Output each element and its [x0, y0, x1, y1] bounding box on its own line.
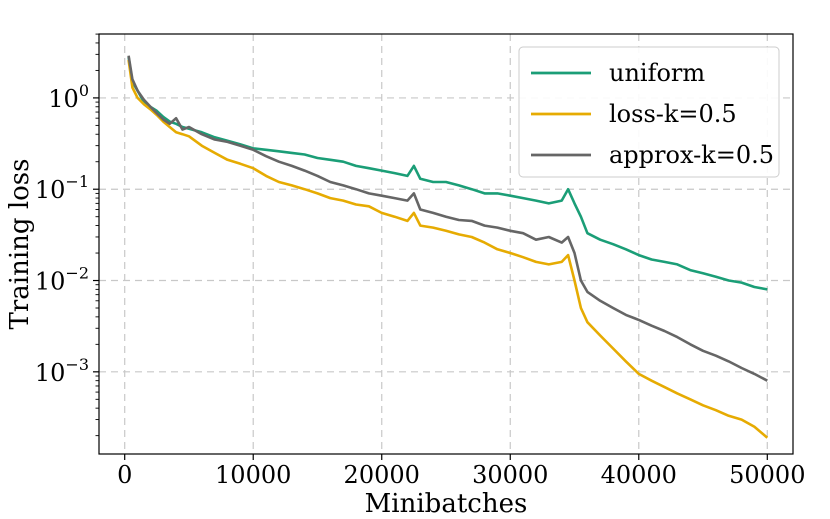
- x-tick-label: 40000: [601, 461, 677, 489]
- y-axis-label: Training loss: [5, 159, 35, 330]
- legend-box: [518, 46, 780, 178]
- x-tick-label: 20000: [344, 461, 420, 489]
- plot-frame: [98, 33, 794, 455]
- x-axis-label: Minibatches: [365, 489, 528, 519]
- series-layer: [127, 55, 769, 439]
- legend-label: approx-k=0.5: [609, 141, 774, 169]
- legend: uniform loss-k=0.5 approx-k=0.5: [518, 46, 780, 178]
- y-tick-label: 100: [48, 81, 89, 113]
- x-tick-label: 10000: [215, 461, 291, 489]
- y-tick-label: 10−2: [35, 264, 89, 296]
- legend-label: loss-k=0.5: [609, 100, 737, 128]
- x-tick-label: 30000: [472, 461, 548, 489]
- y-axis: 100 10−1 10−2 10−3: [35, 33, 99, 437]
- series-line-approx-k-0-5: [127, 55, 768, 382]
- y-tick-label: 10−3: [35, 355, 89, 387]
- y-tick-label: 10−1: [35, 172, 89, 204]
- series-line-loss-k-0-5: [127, 59, 769, 439]
- x-tick-label: 50000: [729, 461, 805, 489]
- x-axis: 0 10000 20000 30000 40000 50000: [117, 454, 805, 489]
- x-tick-label: 0: [117, 461, 132, 489]
- legend-label: uniform: [609, 59, 705, 87]
